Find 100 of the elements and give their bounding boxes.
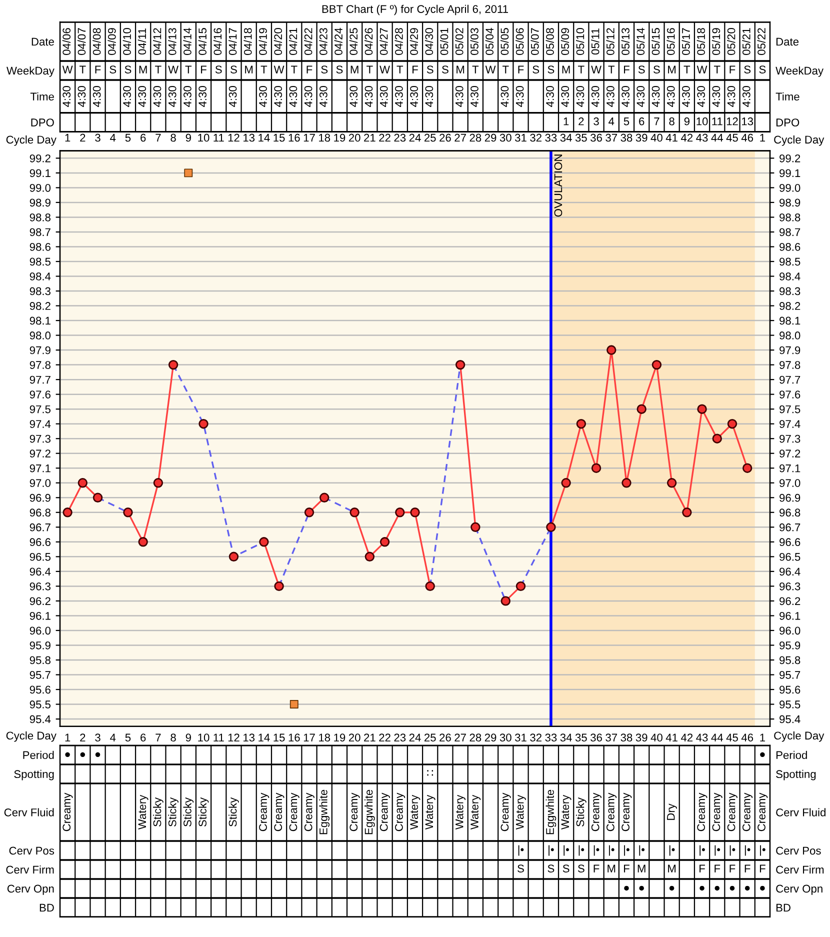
text: 9: [684, 117, 690, 126]
text: S: [548, 864, 554, 872]
y-tick-label: 97.8: [30, 361, 50, 369]
text: S: [321, 66, 328, 74]
text: 4:30: [455, 86, 464, 107]
text: 4:30: [168, 86, 176, 107]
text: 05/06: [516, 28, 524, 55]
point: [682, 508, 692, 518]
text: 04/16: [213, 28, 222, 55]
text: W: [591, 66, 602, 74]
text: 04/06: [62, 28, 71, 55]
category-label: 16: [288, 134, 300, 142]
category-label: 27: [454, 134, 466, 142]
text: M: [668, 66, 676, 74]
y-tick-label: 98.5: [30, 258, 51, 266]
y-tick-label: 95.6: [30, 686, 50, 694]
text: Watery: [561, 794, 572, 830]
text: 04/21: [288, 28, 298, 55]
x-tick-label: 27: [454, 734, 466, 742]
point: [742, 463, 752, 473]
category-label: 1: [65, 134, 70, 142]
text: 05/04: [485, 28, 494, 55]
x-tick-label: 13: [244, 734, 255, 742]
text: 4:30: [289, 86, 298, 107]
y-tick-label: 99.0: [30, 184, 51, 192]
point: [622, 478, 632, 488]
text: T: [291, 66, 298, 74]
x-tick-label: 32: [530, 734, 542, 742]
text: 04/29: [410, 28, 418, 55]
text: W: [696, 66, 708, 74]
y-tick-label: DPO: [31, 118, 54, 126]
text: 04/23: [319, 28, 328, 55]
point: [78, 478, 88, 488]
text: F: [306, 66, 312, 74]
category-label: 35: [575, 134, 587, 142]
x-tick-label: 39: [636, 734, 648, 742]
x-tick-label: 12: [228, 734, 240, 742]
text: 4:30: [78, 86, 86, 107]
category-label: 17: [304, 134, 315, 142]
x-tick-label: 1: [65, 734, 70, 742]
text: 4:30: [319, 86, 328, 107]
text: S: [442, 66, 448, 74]
text: 04/12: [153, 28, 162, 55]
category-label: 36: [590, 134, 602, 142]
text: Creamy: [591, 792, 602, 832]
text: S: [654, 66, 660, 74]
point: [228, 552, 239, 562]
y-tick-label: 97.7: [30, 376, 50, 384]
y-tick-label: 98.0: [30, 332, 51, 340]
text: 7: [654, 118, 660, 126]
point: [184, 168, 193, 178]
text: ∷: [427, 770, 433, 776]
text: 04/20: [274, 28, 282, 55]
category-label: 40: [650, 134, 662, 142]
text: Cycle Day: [774, 135, 824, 146]
text: F: [518, 66, 524, 74]
text: S: [230, 66, 237, 74]
y-tick-label: 95.7: [30, 671, 50, 679]
text: 6: [140, 134, 146, 142]
text: 4:30: [682, 86, 690, 107]
y-tick-label: 97.2: [30, 450, 50, 458]
category-label: 42: [680, 134, 693, 142]
text: F: [700, 864, 705, 872]
category-label: 20: [348, 134, 360, 142]
x-tick-label: 41: [666, 734, 678, 742]
text: S: [532, 66, 540, 74]
text: 05/09: [560, 28, 570, 55]
text: 7: [156, 134, 161, 142]
point: [500, 596, 510, 606]
y-tick-label: 95.5: [30, 700, 51, 708]
text: M: [638, 864, 646, 872]
text: 4:30: [591, 86, 600, 107]
y-tick-label: Cerv Opn: [776, 884, 822, 895]
y-tick-label: 98.3: [30, 287, 50, 296]
text: F: [594, 864, 600, 872]
text: T: [185, 66, 192, 74]
point: [290, 700, 298, 708]
text: 04/13: [168, 28, 176, 55]
y-tick-label: 98.7: [30, 228, 50, 236]
text: 04/19: [258, 28, 267, 55]
text: Sticky: [183, 797, 194, 827]
text: W: [380, 66, 390, 74]
x-tick-label: 37: [606, 734, 618, 742]
text: 3: [95, 134, 100, 142]
category-label: 38: [620, 134, 632, 142]
text: 4:30: [606, 86, 614, 107]
y-tick-label: 96.2: [30, 597, 50, 606]
point: [606, 345, 616, 355]
text: 04/25: [349, 28, 358, 55]
text: Eggwhite: [364, 790, 375, 834]
x-axis-title: Cycle Day: [6, 731, 56, 742]
text: 4:30: [622, 86, 630, 107]
text: W: [62, 66, 73, 74]
text: 05/03: [470, 28, 478, 55]
text: Creamy: [712, 792, 722, 832]
text: 04/07: [77, 28, 86, 55]
text: 6: [639, 117, 644, 126]
text: M: [456, 66, 464, 74]
text: M: [608, 864, 616, 872]
text: 4:30: [546, 86, 554, 107]
